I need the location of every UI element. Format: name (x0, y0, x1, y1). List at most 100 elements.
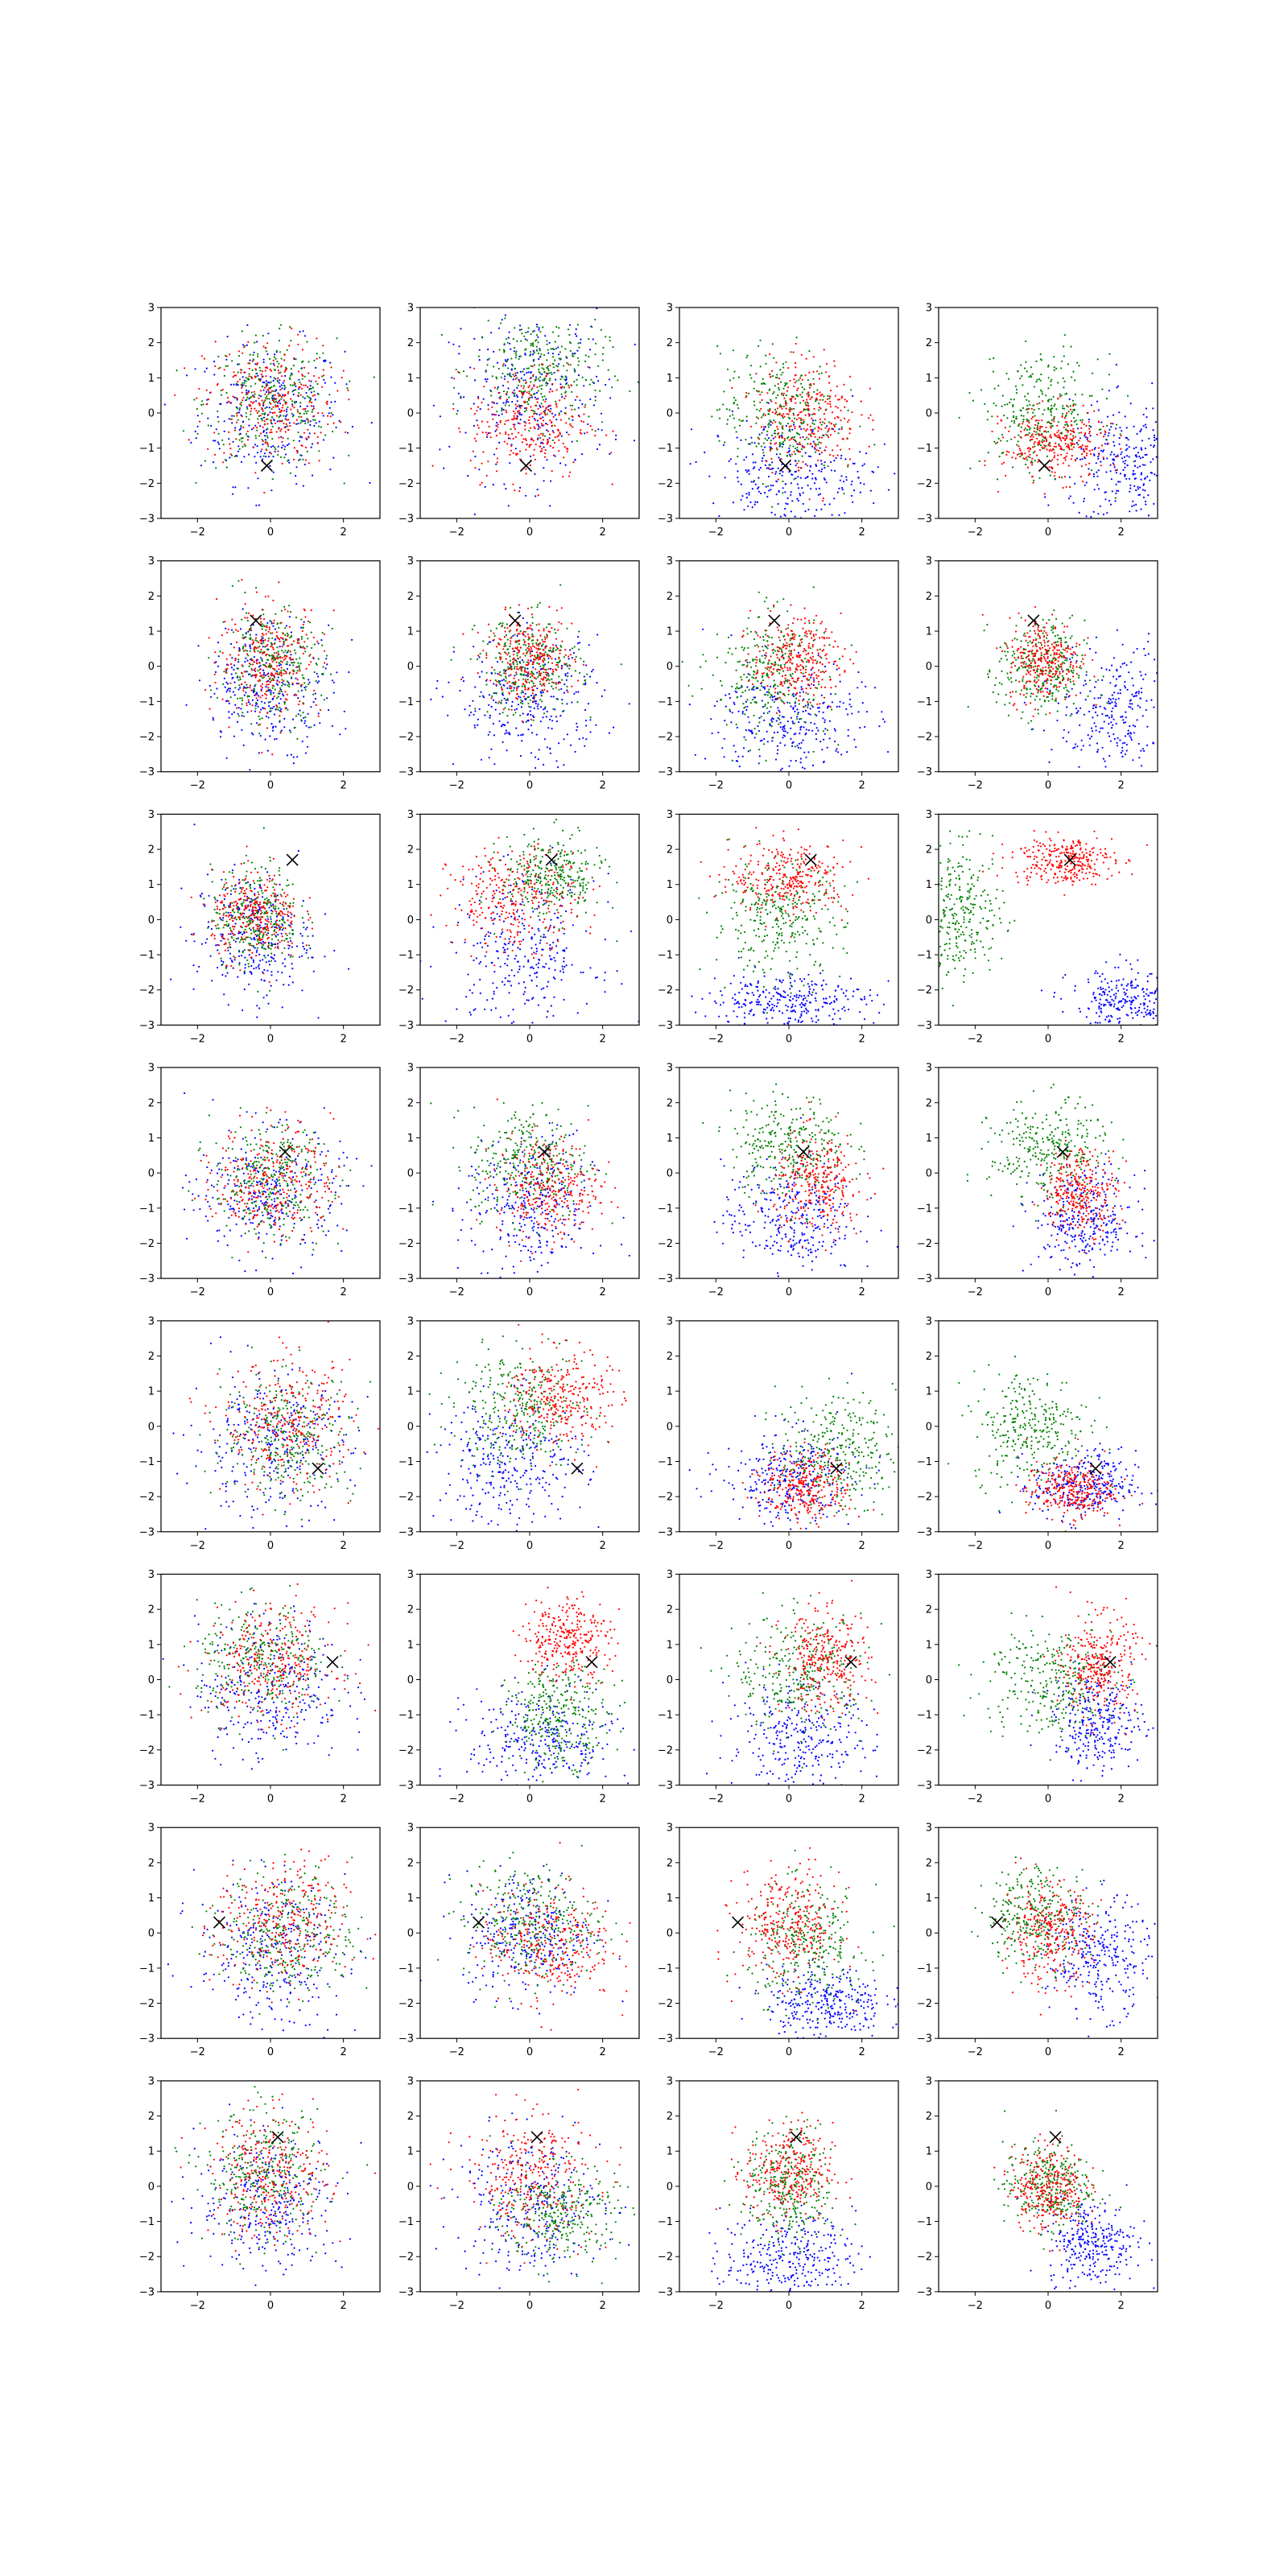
data-point-blue (295, 385, 297, 387)
data-point-red (299, 394, 302, 396)
data-point-green (749, 374, 752, 376)
data-point-red (254, 676, 257, 679)
data-point-red (493, 386, 497, 389)
data-point-green (514, 327, 516, 329)
data-point-red (260, 648, 262, 650)
data-point-blue (536, 419, 539, 422)
data-point-red (223, 369, 225, 371)
data-point-blue (228, 702, 230, 705)
data-point-red (348, 398, 350, 401)
data-point-red (815, 449, 818, 452)
data-point-blue (756, 501, 759, 504)
data-point-red (1084, 432, 1087, 435)
y-tick-label: 1 (148, 373, 155, 385)
data-point-red (817, 449, 820, 452)
data-point-green (1025, 361, 1027, 363)
data-point-green (207, 424, 209, 427)
data-point-green (1009, 425, 1011, 428)
data-point-red (557, 434, 560, 437)
data-point-green (265, 629, 267, 631)
data-point-green (539, 356, 541, 358)
data-point-green (816, 389, 819, 391)
data-point-green (313, 671, 316, 674)
data-point-red (1033, 430, 1035, 433)
data-point-red (1049, 423, 1051, 425)
data-point-blue (495, 424, 497, 427)
data-point-red (991, 430, 993, 433)
data-point-green (1015, 415, 1018, 418)
data-point-green (1052, 395, 1055, 398)
data-point-green (1054, 478, 1056, 481)
data-point-blue (522, 712, 524, 715)
data-point-blue (584, 719, 588, 722)
data-point-green (711, 415, 713, 418)
data-point-red (1041, 446, 1043, 448)
data-point-blue (530, 455, 532, 458)
data-point-blue (1146, 453, 1148, 456)
data-point-red (869, 414, 872, 416)
data-point-blue (257, 477, 259, 480)
data-point-blue (288, 422, 291, 424)
data-point-blue (230, 642, 233, 646)
data-point-blue (219, 736, 222, 738)
data-point-red (1065, 421, 1068, 423)
data-point-red (840, 395, 844, 398)
data-point-blue (501, 319, 503, 321)
data-point-blue (781, 474, 783, 477)
data-point-green (817, 443, 819, 446)
data-point-red (513, 415, 515, 417)
data-point-blue (513, 389, 515, 391)
data-point-green (373, 376, 375, 378)
data-point-red (315, 704, 317, 707)
data-point-red (1055, 435, 1057, 437)
data-point-blue (535, 413, 539, 415)
data-point-green (591, 326, 593, 328)
data-point-green (533, 364, 536, 366)
data-point-green (716, 345, 719, 348)
data-point-blue (326, 697, 328, 700)
data-point-green (723, 390, 725, 393)
data-point-green (786, 454, 789, 457)
data-point-blue (1097, 469, 1100, 472)
data-point-green (242, 647, 244, 650)
data-point-green (308, 621, 312, 624)
data-point-blue (747, 505, 749, 507)
data-point-red (256, 411, 258, 415)
data-point-red (1071, 430, 1074, 433)
data-point-blue (592, 338, 594, 341)
data-point-blue (523, 420, 526, 423)
data-point-green (822, 398, 824, 401)
data-point-red (1071, 448, 1073, 451)
data-point-red (794, 427, 796, 430)
data-point-green (237, 679, 240, 681)
data-point-blue (828, 503, 831, 506)
data-point-red (231, 618, 233, 621)
data-point-blue (520, 706, 523, 708)
data-point-red (474, 467, 477, 469)
data-point-red (235, 374, 237, 377)
data-point-green (748, 392, 750, 394)
data-point-blue (1118, 411, 1121, 414)
data-point-blue (1147, 494, 1150, 497)
data-point-blue (524, 379, 526, 382)
data-point-red (229, 448, 232, 450)
data-point-blue (838, 428, 840, 431)
data-point-red (250, 710, 253, 712)
data-point-blue (760, 492, 762, 495)
data-point-red (1080, 431, 1083, 434)
data-point-red (258, 402, 260, 404)
data-point-blue (230, 673, 233, 675)
data-point-blue (280, 447, 283, 449)
data-point-blue (536, 687, 539, 690)
data-point-green (306, 341, 308, 343)
data-point-blue (493, 763, 496, 766)
data-point-blue (747, 469, 749, 472)
data-point-red (775, 411, 778, 413)
data-point-green (291, 662, 293, 664)
data-point-green (1071, 412, 1073, 415)
data-point-red (240, 683, 243, 685)
data-point-green (1067, 363, 1070, 365)
data-point-blue (745, 493, 748, 495)
data-point-green (328, 394, 331, 396)
data-point-red (814, 413, 816, 415)
